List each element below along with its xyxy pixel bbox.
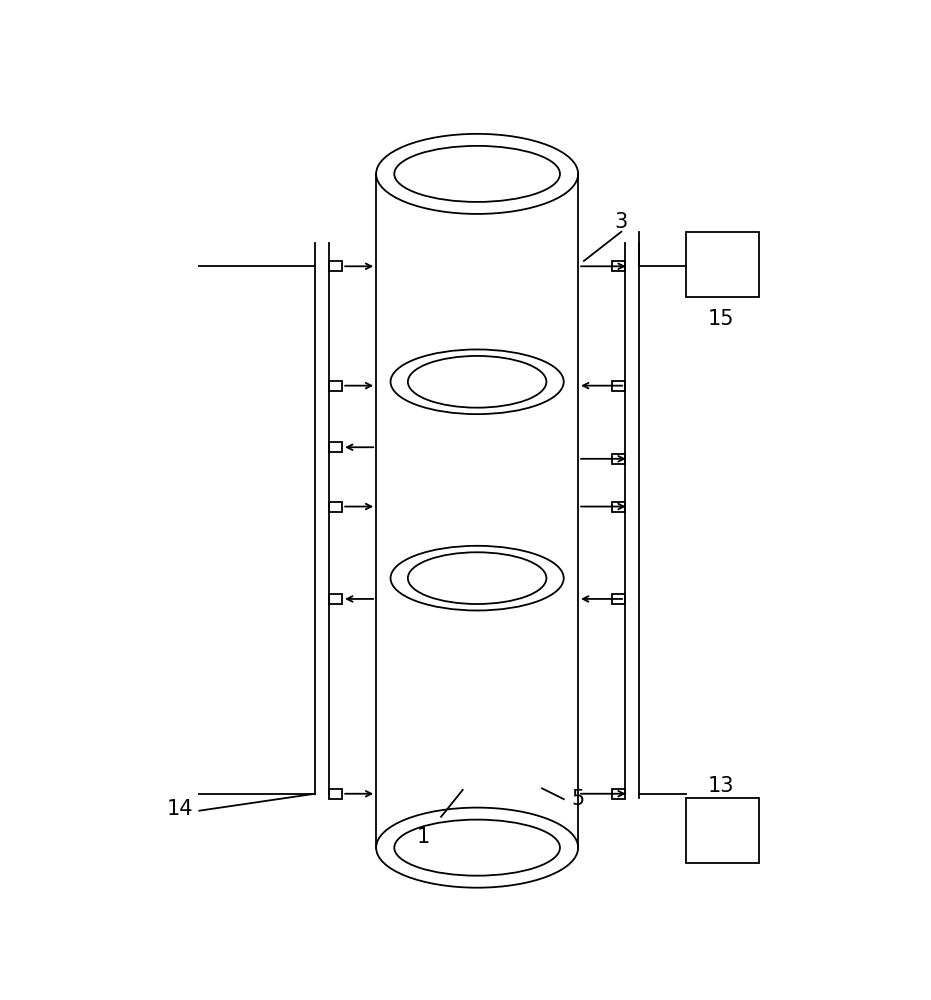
- Text: 5: 5: [571, 789, 584, 809]
- Bar: [612, 789, 625, 799]
- Bar: [612, 261, 625, 271]
- Bar: [612, 381, 625, 391]
- Bar: [330, 261, 343, 271]
- Bar: [330, 381, 343, 391]
- Text: 14: 14: [167, 799, 194, 819]
- Text: 3: 3: [614, 212, 627, 232]
- Bar: [612, 594, 625, 604]
- Bar: [330, 442, 343, 452]
- Bar: [330, 789, 343, 799]
- Bar: [612, 502, 625, 512]
- Bar: [330, 594, 343, 604]
- Text: 13: 13: [708, 776, 735, 796]
- Text: 15: 15: [708, 309, 735, 329]
- Bar: [686, 798, 759, 863]
- Bar: [330, 502, 343, 512]
- Bar: [612, 454, 625, 464]
- Text: 1: 1: [416, 827, 429, 847]
- Bar: [686, 232, 759, 297]
